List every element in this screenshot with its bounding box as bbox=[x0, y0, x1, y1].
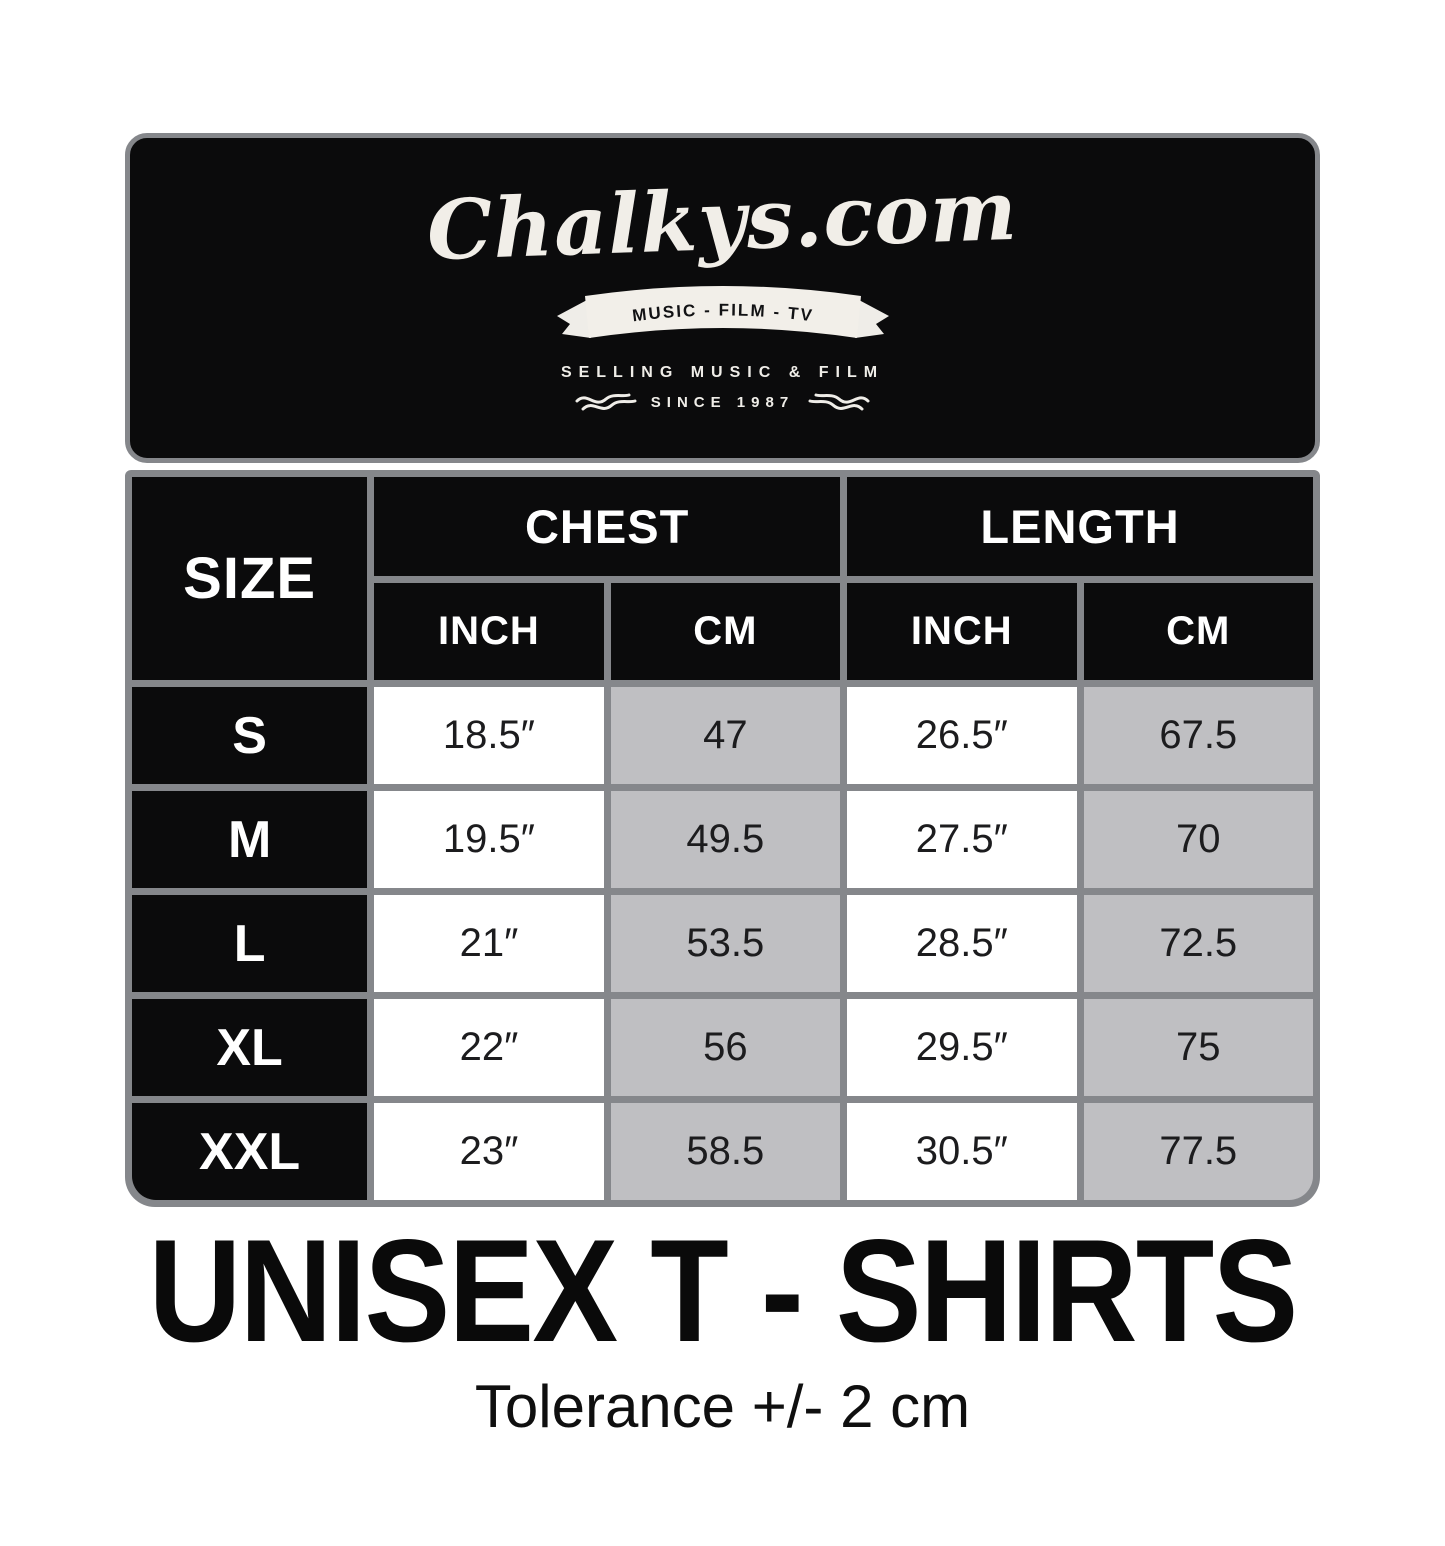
table-row: XXL 23″ 58.5 30.5″ 77.5 bbox=[132, 1103, 1313, 1200]
size-label: XL bbox=[132, 999, 368, 1096]
chest-inch-value: 19.5″ bbox=[374, 791, 604, 888]
length-inch-value: 26.5″ bbox=[847, 687, 1077, 784]
page-title: UNISEX T - SHIRTS bbox=[148, 1209, 1299, 1372]
header-chest: CHEST bbox=[374, 477, 841, 576]
table-row: M 19.5″ 49.5 27.5″ 70 bbox=[132, 791, 1313, 888]
table-header-row-groups: SIZE CHEST LENGTH bbox=[132, 477, 1313, 680]
size-label: XXL bbox=[132, 1103, 368, 1200]
chest-inch-value: 21″ bbox=[374, 895, 604, 992]
header-length-cm: CM bbox=[1083, 583, 1313, 680]
flourish-right-icon bbox=[808, 393, 870, 411]
length-inch-value: 27.5″ bbox=[847, 791, 1077, 888]
ribbon-banner: MUSIC - FILM - TV bbox=[556, 286, 889, 338]
chest-inch-value: 23″ bbox=[374, 1103, 604, 1200]
chest-inch-value: 22″ bbox=[374, 999, 604, 1096]
header-chest-cm: CM bbox=[610, 583, 841, 680]
chest-cm-value: 56 bbox=[610, 999, 841, 1096]
brand-tagline: SELLING MUSIC & FILM bbox=[560, 364, 885, 381]
chest-cm-value: 49.5 bbox=[610, 791, 841, 888]
ribbon-band bbox=[584, 286, 861, 338]
ribbon-right-tail bbox=[854, 300, 889, 338]
table-row: S 18.5″ 47 26.5″ 67.5 bbox=[132, 687, 1313, 784]
size-label: L bbox=[132, 895, 368, 992]
length-inch-value: 30.5″ bbox=[847, 1103, 1077, 1200]
length-inch-value: 29.5″ bbox=[847, 999, 1077, 1096]
length-cm-value: 72.5 bbox=[1083, 895, 1313, 992]
table-row: L 21″ 53.5 28.5″ 72.5 bbox=[132, 895, 1313, 992]
header-size: SIZE bbox=[132, 477, 368, 680]
length-cm-value: 77.5 bbox=[1083, 1103, 1313, 1200]
header-chest-inch: INCH bbox=[374, 583, 604, 680]
header-length: LENGTH bbox=[847, 477, 1313, 576]
chest-cm-value: 53.5 bbox=[610, 895, 841, 992]
length-cm-value: 67.5 bbox=[1083, 687, 1313, 784]
header-length-inch: INCH bbox=[847, 583, 1077, 680]
length-inch-value: 28.5″ bbox=[847, 895, 1077, 992]
since-row: SINCE 1987 bbox=[573, 391, 872, 413]
chest-cm-value: 58.5 bbox=[610, 1103, 841, 1200]
tolerance-note: Tolerance +/- 2 cm bbox=[474, 1373, 971, 1440]
table-row: XL 22″ 56 29.5″ 75 bbox=[132, 999, 1313, 1096]
flourish-left-icon bbox=[575, 393, 637, 411]
brand-logo: Chalkys.com bbox=[425, 162, 1020, 280]
brand-header-card: Chalkys.com MUSIC - FILM - TV SELLING MU… bbox=[125, 133, 1320, 463]
size-label: S bbox=[132, 687, 368, 784]
size-label: M bbox=[132, 791, 368, 888]
size-table: SIZE CHEST LENGTH INCH CM INCH CM S 18.5… bbox=[125, 470, 1320, 1207]
chest-inch-value: 18.5″ bbox=[374, 687, 604, 784]
length-cm-value: 75 bbox=[1083, 999, 1313, 1096]
chest-cm-value: 47 bbox=[610, 687, 841, 784]
table-header-row-units: INCH CM INCH CM bbox=[132, 583, 1313, 680]
length-cm-value: 70 bbox=[1083, 791, 1313, 888]
ribbon-left-tail bbox=[556, 300, 591, 338]
brand-since: SINCE 1987 bbox=[650, 393, 795, 411]
